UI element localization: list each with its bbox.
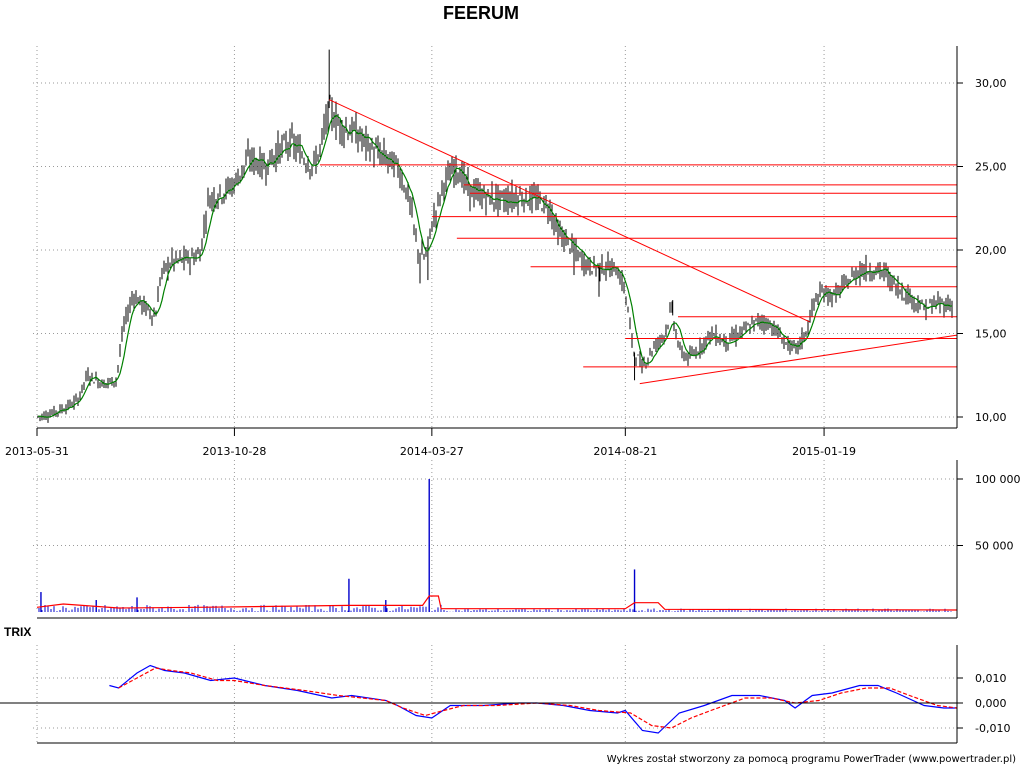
trend-line bbox=[639, 334, 958, 385]
trix-signal-line bbox=[118, 667, 958, 729]
x-tick-label: 2014-08-21 bbox=[593, 445, 657, 458]
price-panel: 2013-05-31 2013-10-28 2014-03-27 2014-08-21… bbox=[5, 46, 1007, 458]
y-tick-label: 30,00 bbox=[975, 77, 1007, 90]
y-tick-label: 25,00 bbox=[975, 161, 1007, 174]
y-tick-label: 20,00 bbox=[975, 244, 1007, 257]
chart-title: FEERUM bbox=[443, 3, 519, 23]
trix-tick-label: 0,000 bbox=[975, 697, 1007, 710]
price-axes: 2013-05-31 2013-10-28 2014-03-27 2014-08-21… bbox=[5, 46, 1007, 458]
volume-axes: 100 000 50 000 bbox=[37, 460, 1021, 619]
trend-line bbox=[328, 99, 810, 323]
volume-panel: 100 000 50 000 bbox=[33, 460, 1021, 619]
y-tick-label: 10,00 bbox=[975, 411, 1007, 424]
volume-average-line bbox=[36, 595, 958, 611]
trix-panel: TRIX 0,010 0,000 -0,010 bbox=[0, 625, 1010, 744]
trix-panel-title: TRIX bbox=[4, 625, 31, 639]
price-trend-lines bbox=[319, 99, 958, 385]
volume-grid bbox=[33, 460, 957, 612]
volume-tick-label: 50 000 bbox=[975, 540, 1014, 553]
trix-main-line bbox=[109, 664, 957, 734]
volume-tick-label: 100 000 bbox=[975, 473, 1021, 486]
price-moving-average-line bbox=[37, 114, 953, 418]
trix-tick-label: -0,010 bbox=[975, 722, 1010, 735]
trix-tick-label: 0,010 bbox=[975, 672, 1007, 685]
y-tick-label: 15,00 bbox=[975, 328, 1007, 341]
trix-lines bbox=[109, 664, 958, 734]
x-tick-label: 2013-05-31 bbox=[5, 445, 69, 458]
x-tick-label: 2015-01-19 bbox=[792, 445, 856, 458]
footer-credit: Wykres został stworzony za pomocą progra… bbox=[607, 754, 1016, 765]
x-tick-label: 2013-10-28 bbox=[202, 445, 266, 458]
trix-axes: 0,010 0,000 -0,010 bbox=[0, 645, 1010, 744]
x-tick-label: 2014-03-27 bbox=[400, 445, 464, 458]
